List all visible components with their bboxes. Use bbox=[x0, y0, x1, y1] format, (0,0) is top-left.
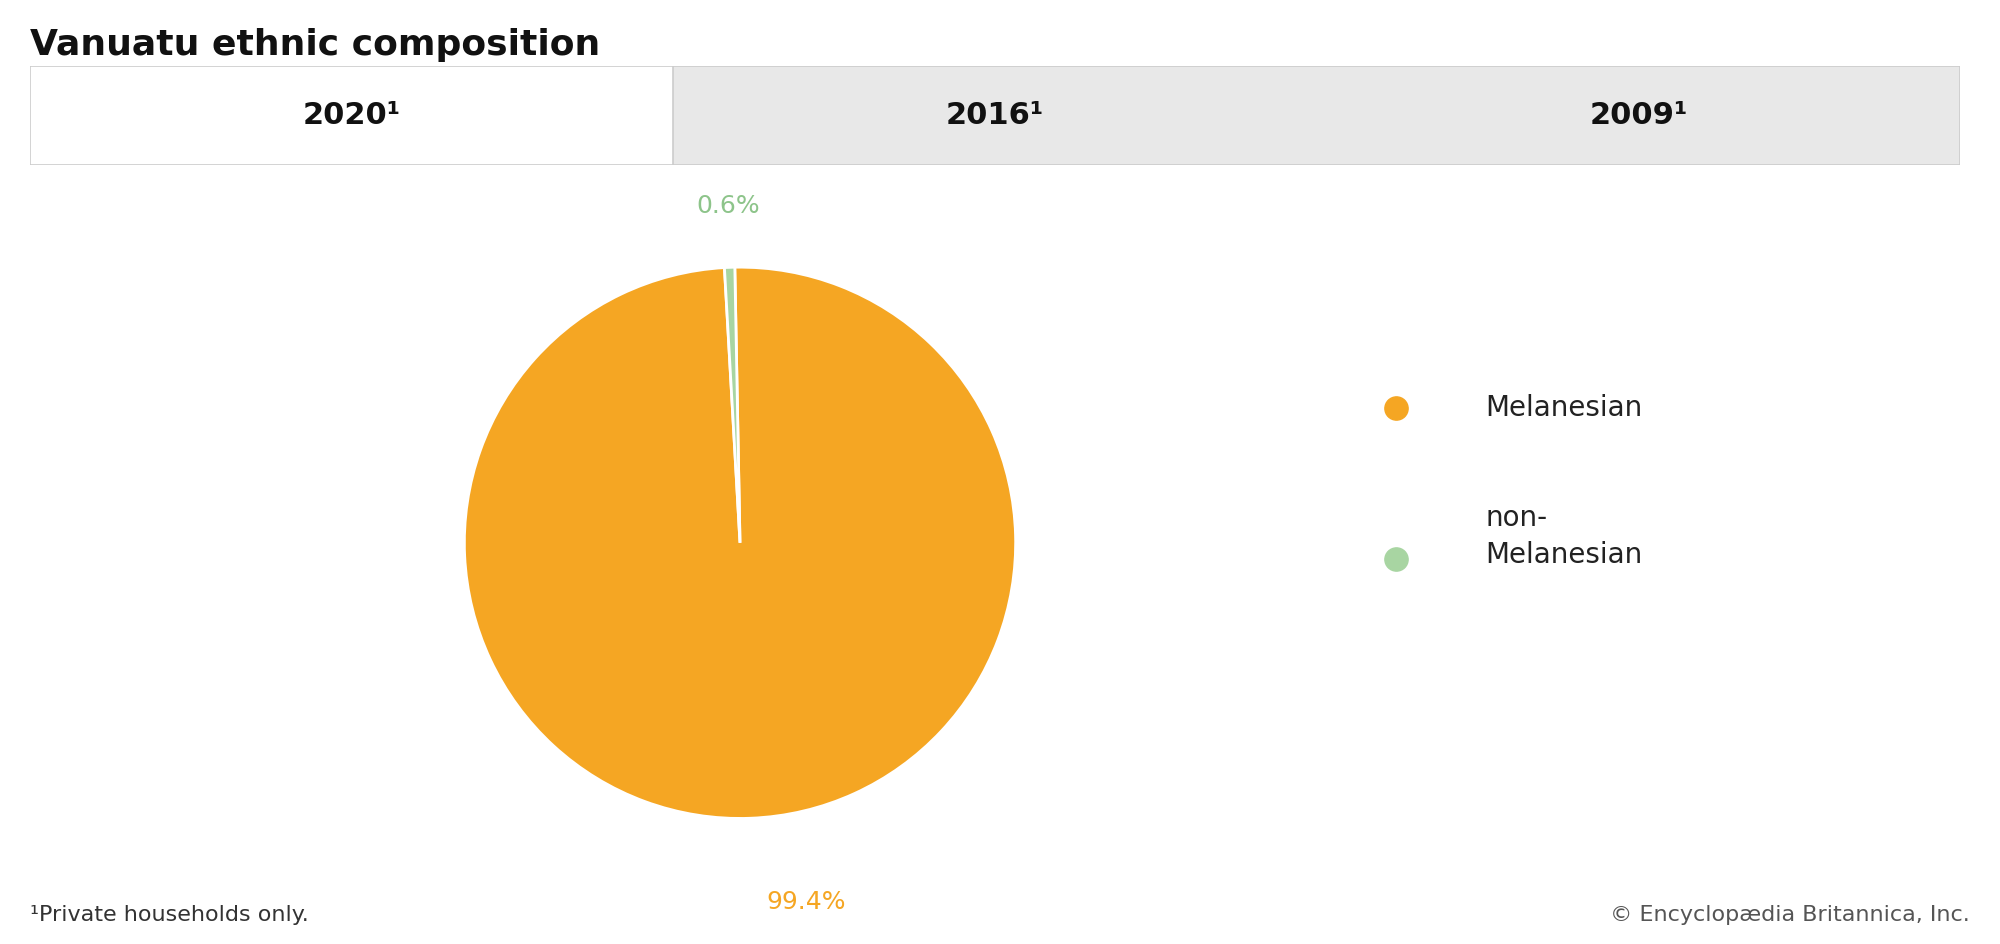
Text: Melanesian: Melanesian bbox=[1486, 394, 1642, 422]
Point bbox=[1380, 551, 1412, 566]
FancyBboxPatch shape bbox=[30, 66, 1960, 165]
Text: 2009¹: 2009¹ bbox=[1590, 101, 1688, 130]
Text: 2020¹: 2020¹ bbox=[302, 101, 400, 130]
Text: Vanuatu ethnic composition: Vanuatu ethnic composition bbox=[30, 28, 600, 62]
Point bbox=[1380, 400, 1412, 415]
FancyBboxPatch shape bbox=[30, 66, 674, 165]
Wedge shape bbox=[464, 267, 1016, 818]
Text: ¹Private households only.: ¹Private households only. bbox=[30, 905, 308, 925]
Text: 99.4%: 99.4% bbox=[766, 890, 846, 914]
Text: non-
Melanesian: non- Melanesian bbox=[1486, 504, 1642, 568]
Text: 2016¹: 2016¹ bbox=[946, 101, 1044, 130]
Wedge shape bbox=[724, 267, 740, 543]
Text: © Encyclopædia Britannica, Inc.: © Encyclopædia Britannica, Inc. bbox=[1610, 905, 1970, 925]
Text: 0.6%: 0.6% bbox=[696, 194, 760, 218]
